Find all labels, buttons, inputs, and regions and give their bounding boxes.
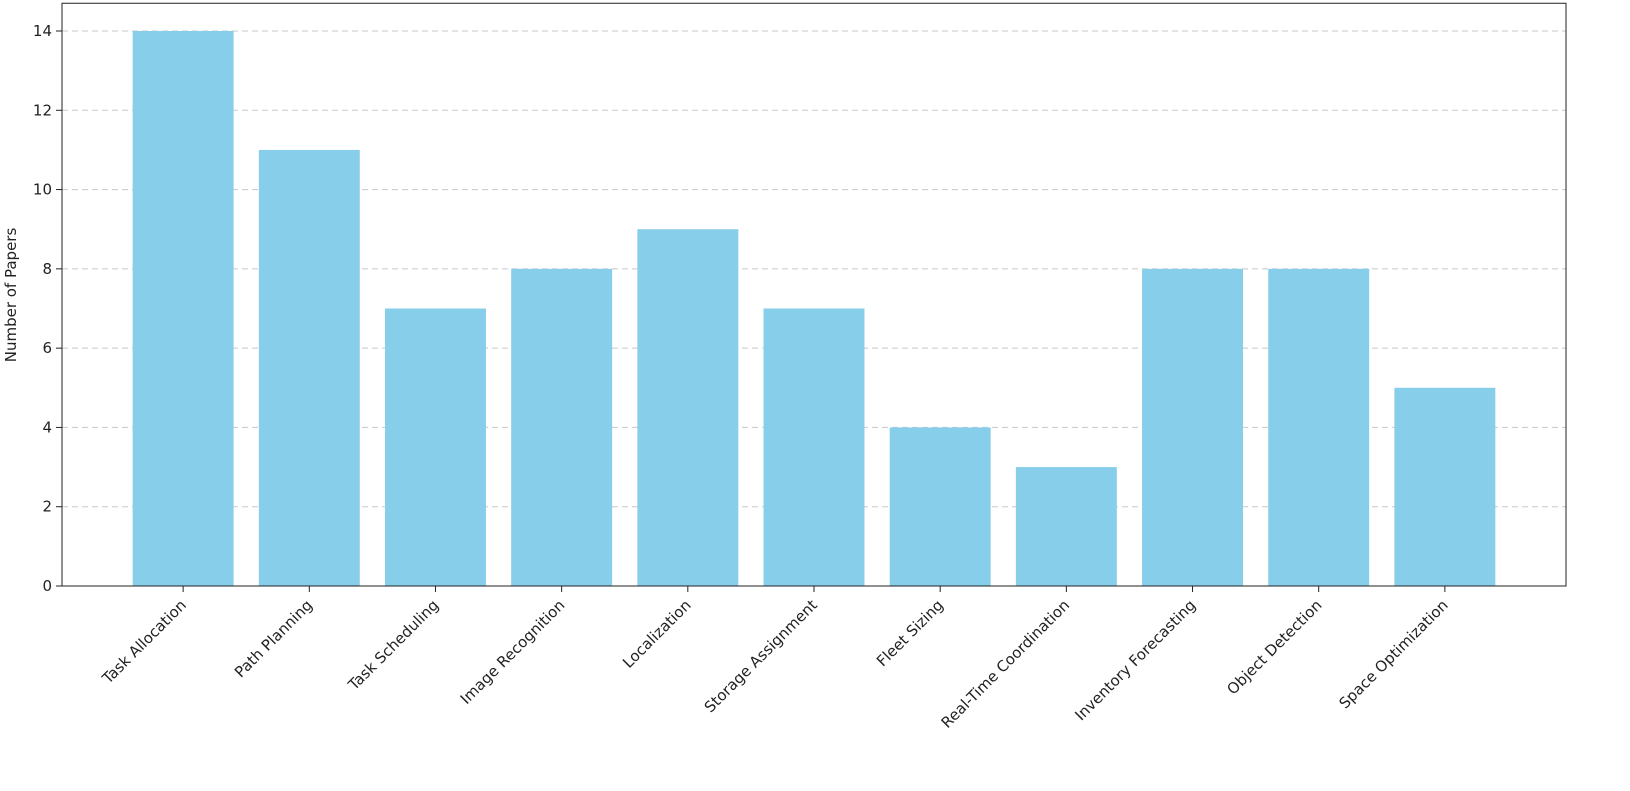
x-tick-label: Inventory Forecasting bbox=[1071, 596, 1199, 724]
bar bbox=[637, 229, 739, 586]
bar bbox=[132, 31, 234, 586]
bar bbox=[385, 308, 486, 586]
bar bbox=[1394, 387, 1496, 586]
y-tick-label: 0 bbox=[42, 577, 52, 595]
x-tick-label: Task Allocation bbox=[98, 596, 190, 688]
x-tick-label: Path Planning bbox=[231, 596, 316, 681]
y-tick-label: 14 bbox=[33, 22, 52, 40]
bar bbox=[1142, 268, 1243, 586]
x-tick-label: Fleet Sizing bbox=[873, 596, 947, 670]
x-tick-label: Space Optimization bbox=[1335, 596, 1451, 712]
bar bbox=[889, 427, 991, 586]
y-axis-label: Number of Papers bbox=[2, 228, 20, 363]
y-tick-label: 10 bbox=[33, 181, 52, 199]
y-tick-label: 4 bbox=[42, 418, 52, 436]
plot-frame bbox=[61, 2, 1567, 587]
y-tick-label: 8 bbox=[42, 260, 52, 278]
y-tick-label: 2 bbox=[42, 498, 52, 516]
bar bbox=[763, 308, 865, 586]
bar bbox=[511, 268, 613, 586]
y-tick-label: 6 bbox=[42, 339, 52, 357]
bar bbox=[258, 149, 360, 586]
x-tick-label: Task Scheduling bbox=[344, 596, 442, 694]
x-tick-label: Object Detection bbox=[1223, 596, 1325, 698]
y-tick-label: 12 bbox=[33, 101, 52, 119]
x-tick-label: Storage Assignment bbox=[701, 596, 821, 716]
bar bbox=[1015, 467, 1117, 586]
x-tick-label: Localization bbox=[619, 596, 695, 672]
bar bbox=[1268, 268, 1370, 586]
x-tick-label: Image Recognition bbox=[457, 596, 569, 708]
x-tick-label: Real-Time Coordination bbox=[938, 596, 1074, 732]
